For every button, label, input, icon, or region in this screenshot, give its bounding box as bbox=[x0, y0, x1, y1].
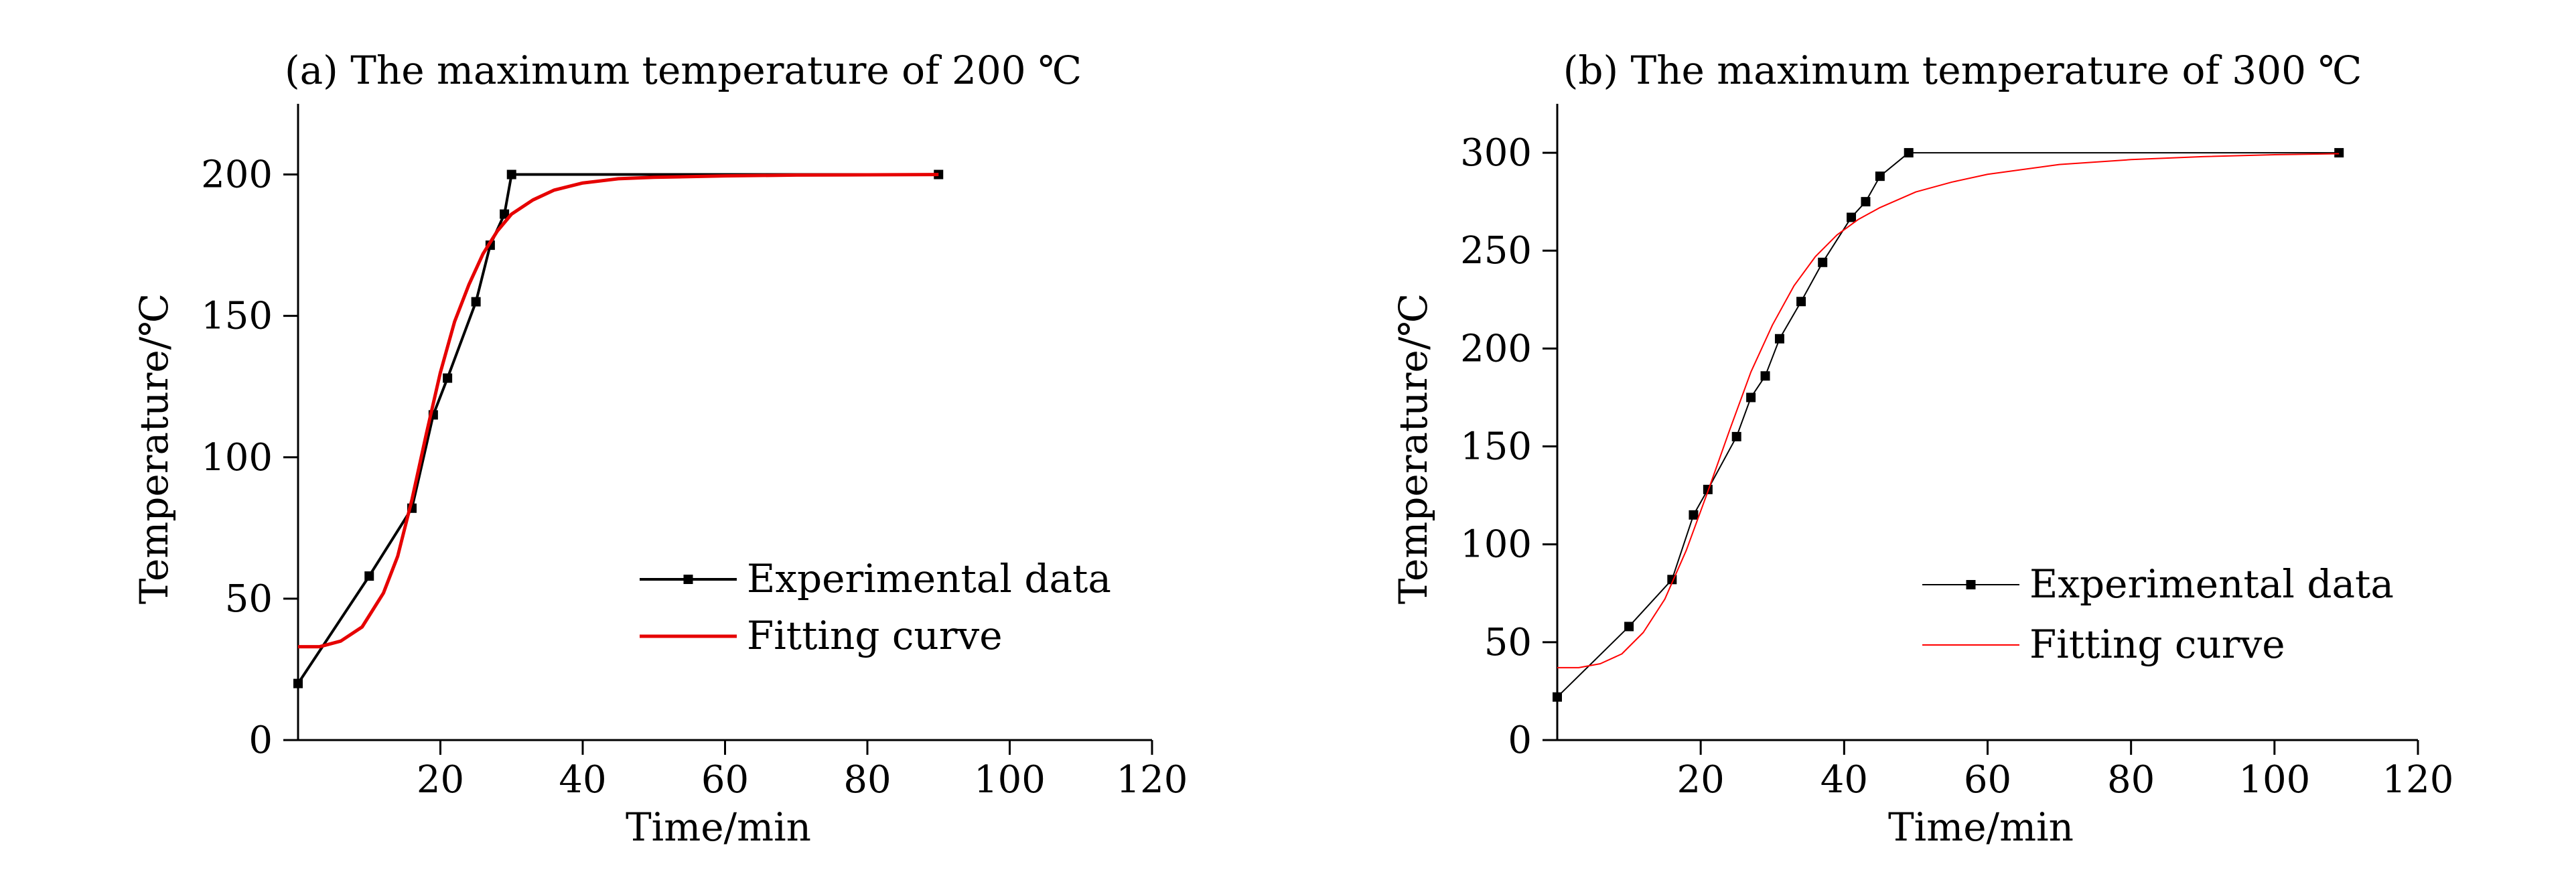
series-line bbox=[297, 173, 939, 684]
x-tick-label: 120 bbox=[2382, 758, 2454, 802]
x-tick-label: 100 bbox=[974, 758, 1046, 802]
data-point bbox=[1796, 297, 1806, 307]
legend-label: Experimental data bbox=[2029, 561, 2394, 607]
x-tick-label: 80 bbox=[2107, 758, 2155, 802]
data-point bbox=[1847, 212, 1857, 222]
data-point bbox=[1818, 257, 1828, 267]
x-tick-label: 80 bbox=[843, 758, 891, 802]
x-tick-label: 120 bbox=[1117, 758, 1188, 802]
x-axis-title: Time/min bbox=[626, 804, 811, 850]
chart-1: (b) The maximum temperature of 300 ℃ 20 40… bbox=[1390, 48, 2453, 850]
data-point bbox=[443, 373, 453, 383]
series-1 bbox=[1557, 153, 2340, 668]
data-point bbox=[1624, 622, 1634, 632]
chart-0: (a) The maximum temperature of 200 ℃ 20 40… bbox=[131, 48, 1188, 850]
y-tick-label: 150 bbox=[201, 295, 273, 338]
series-line bbox=[1557, 153, 2340, 668]
data-point bbox=[1689, 510, 1699, 520]
data-point bbox=[1774, 334, 1784, 344]
data-point bbox=[1746, 392, 1756, 403]
y-tick-label: 50 bbox=[1484, 621, 1532, 664]
x-tick-label: 60 bbox=[701, 758, 749, 802]
y-tick-label: 0 bbox=[1508, 719, 1532, 762]
data-point bbox=[1861, 197, 1871, 207]
data-point bbox=[2334, 148, 2344, 158]
legend-label: Fitting curve bbox=[747, 613, 1003, 658]
data-point bbox=[1553, 692, 1562, 702]
data-point bbox=[1875, 171, 1885, 182]
series-line bbox=[298, 173, 939, 649]
legend-swatch-marker bbox=[1966, 580, 1976, 589]
x-tick-label: 20 bbox=[1677, 758, 1725, 802]
series-0 bbox=[293, 169, 944, 688]
chart-title: (a) The maximum temperature of 200 ℃ bbox=[285, 48, 1082, 93]
x-tick-label: 100 bbox=[2238, 758, 2310, 802]
x-tick-label: 40 bbox=[1820, 758, 1868, 802]
x-tick-label: 60 bbox=[1964, 758, 2011, 802]
y-tick-label: 250 bbox=[1460, 229, 1532, 273]
data-point bbox=[1904, 148, 1914, 158]
series-1 bbox=[298, 173, 939, 649]
legend-swatch-marker bbox=[683, 575, 693, 584]
series-line bbox=[1557, 152, 2340, 698]
y-axis-title: Temperature/℃ bbox=[131, 293, 177, 604]
y-tick-label: 100 bbox=[1460, 523, 1532, 567]
data-point bbox=[471, 297, 481, 307]
y-tick-label: 150 bbox=[1460, 425, 1532, 469]
data-point bbox=[1760, 371, 1770, 381]
y-tick-label: 200 bbox=[1460, 327, 1532, 370]
y-tick-label: 0 bbox=[248, 719, 273, 762]
x-tick-label: 40 bbox=[559, 758, 606, 802]
legend-label: Experimental data bbox=[747, 556, 1111, 601]
data-point bbox=[500, 209, 510, 219]
chart-title: (b) The maximum temperature of 300 ℃ bbox=[1563, 48, 2362, 93]
x-axis-title: Time/min bbox=[1888, 804, 2074, 850]
data-point bbox=[364, 571, 374, 581]
data-point bbox=[293, 678, 303, 688]
series-0 bbox=[1553, 148, 2344, 702]
legend-label: Fitting curve bbox=[2029, 622, 2285, 667]
data-point bbox=[506, 169, 516, 179]
y-tick-label: 200 bbox=[201, 153, 273, 197]
y-tick-label: 300 bbox=[1460, 131, 1532, 175]
y-tick-label: 100 bbox=[201, 436, 273, 480]
data-point bbox=[1731, 431, 1741, 441]
x-tick-label: 20 bbox=[417, 758, 464, 802]
y-tick-label: 50 bbox=[225, 577, 273, 621]
y-axis-title: Temperature/℃ bbox=[1390, 293, 1436, 604]
